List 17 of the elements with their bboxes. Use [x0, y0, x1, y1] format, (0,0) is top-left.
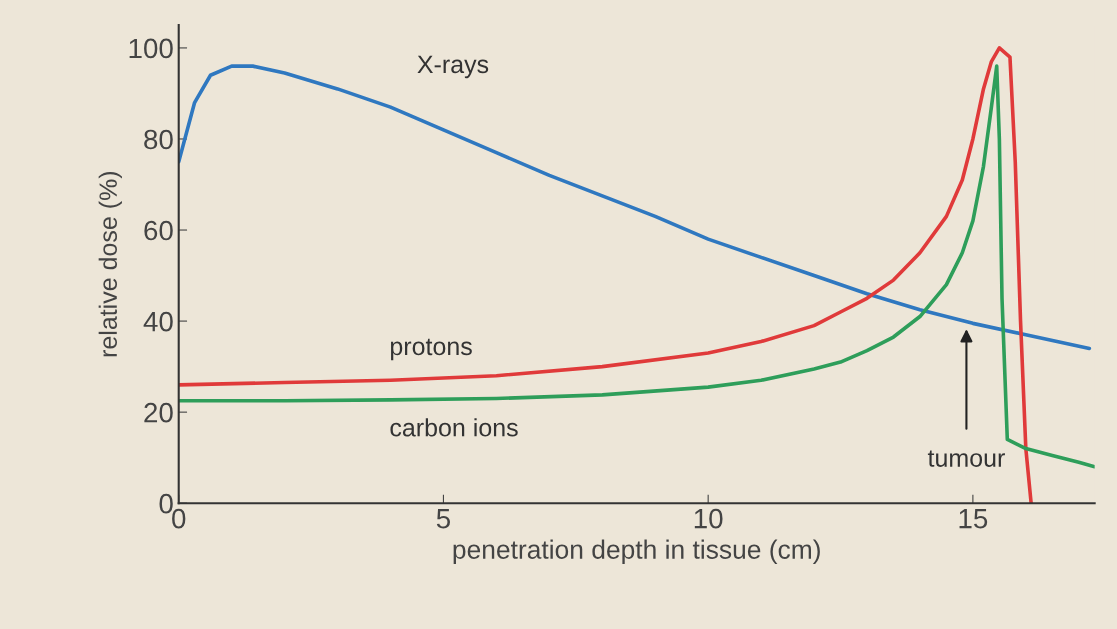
x-axis-title: penetration depth in tissue (cm)	[453, 539, 820, 565]
y-axis-title: relative dose (%)	[98, 171, 122, 357]
y-tick-label: 60	[144, 220, 173, 241]
y-tick-label: 80	[144, 129, 173, 150]
y-tick-label: 20	[144, 402, 173, 423]
series-label: protons	[391, 338, 472, 361]
y-tick-label: 40	[143, 311, 173, 332]
annotation: tumour	[927, 450, 1005, 467]
x-tick-label: 5	[436, 509, 450, 529]
y-tick-label: 100	[129, 38, 173, 59]
x-tick-label: 15	[959, 509, 988, 529]
x-tick-label: 0	[172, 508, 186, 529]
series-label: X-rays	[417, 55, 489, 79]
series-label: carbon ions	[390, 418, 518, 437]
x-tick-label: 10	[694, 508, 723, 529]
y-tick-label: 0	[159, 493, 173, 514]
line-series	[178, 46, 1033, 504]
